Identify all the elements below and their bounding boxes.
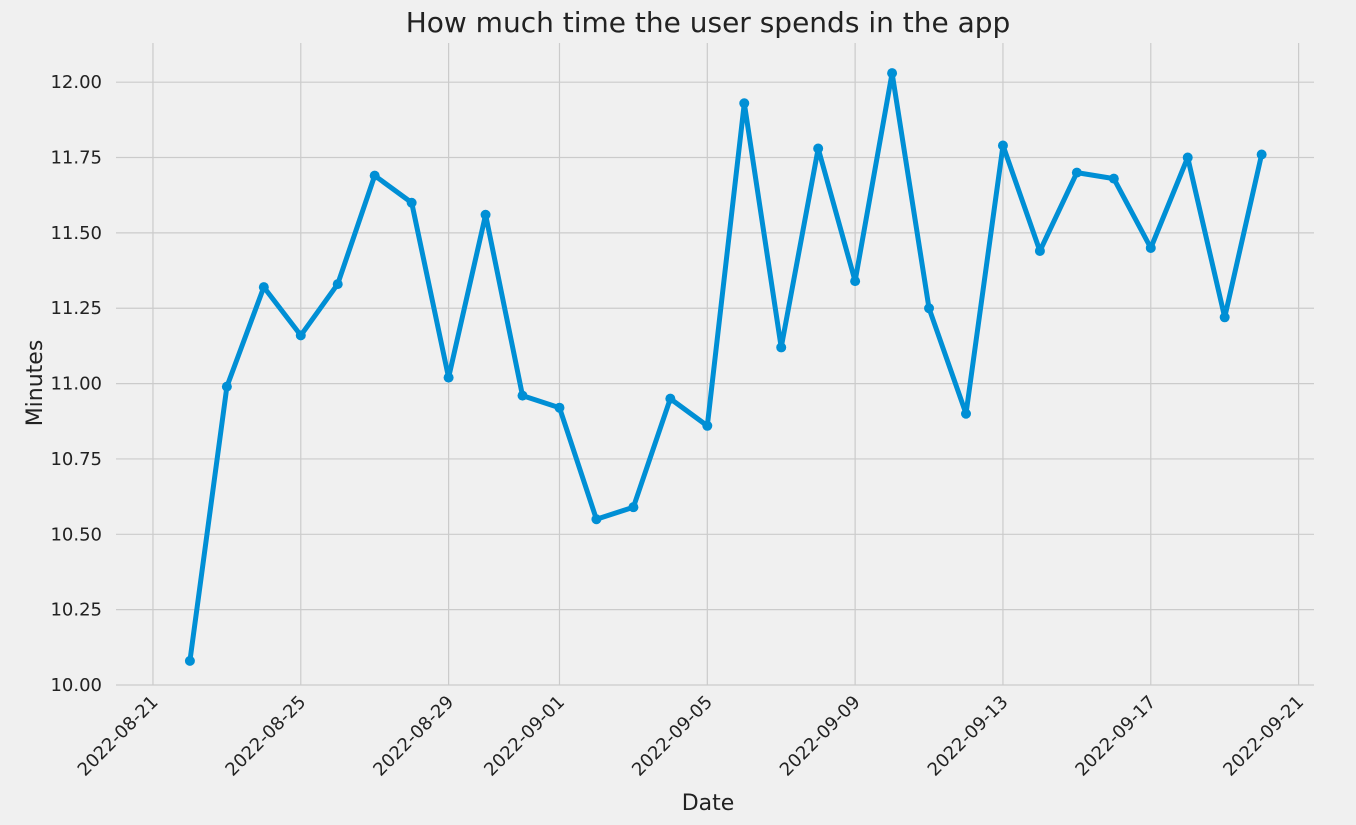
data-point xyxy=(258,282,269,293)
x-tick-label: 2022-09-13 xyxy=(924,692,1013,781)
y-tick-label: 10.50 xyxy=(50,524,102,545)
x-tick-label: 2022-09-05 xyxy=(628,692,717,781)
data-point xyxy=(221,381,232,392)
y-tick-label: 11.00 xyxy=(50,374,102,395)
x-gridlines xyxy=(152,43,1300,685)
data-point xyxy=(702,420,713,431)
data-point xyxy=(1071,167,1082,178)
data-point xyxy=(369,170,380,181)
data-point xyxy=(1219,312,1230,323)
y-tick-label: 10.00 xyxy=(50,675,102,696)
x-tick-label: 2022-09-09 xyxy=(776,692,865,781)
x-axis-label: Date xyxy=(682,791,735,816)
data-point xyxy=(1034,245,1045,256)
data-point xyxy=(850,276,861,287)
data-point xyxy=(665,393,676,404)
data-point xyxy=(813,143,824,154)
data-point xyxy=(960,408,971,419)
y-tick-label: 10.25 xyxy=(50,600,102,621)
data-point xyxy=(1256,149,1267,160)
data-point xyxy=(924,303,935,314)
x-tick-label: 2022-09-01 xyxy=(480,692,569,781)
x-tick-label: 2022-09-17 xyxy=(1071,692,1160,781)
y-tick-label: 11.25 xyxy=(50,298,102,319)
y-tick-label: 10.75 xyxy=(50,449,102,470)
data-point xyxy=(1182,152,1193,163)
x-tick-label: 2022-08-29 xyxy=(369,692,458,781)
chart-title: How much time the user spends in the app xyxy=(406,6,1011,39)
data-point xyxy=(1145,242,1156,253)
x-tick-label: 2022-08-21 xyxy=(74,692,163,781)
y-axis-label: Minutes xyxy=(23,340,48,427)
data-point xyxy=(517,390,528,401)
data-point xyxy=(480,209,491,220)
x-tick-labels: 2022-08-21 2022-08-25 2022-08-29 2022-09-01… xyxy=(74,692,1308,781)
y-tick-label: 11.50 xyxy=(50,223,102,244)
data-point xyxy=(443,372,454,383)
y-tick-labels: 10.00 10.25 10.50 10.75 11.00 11.25 11.50 11.75… xyxy=(50,72,102,696)
y-tick-label: 12.00 xyxy=(50,72,102,93)
data-point xyxy=(628,502,639,513)
data-point xyxy=(997,140,1008,151)
x-tick-label: 2022-09-21 xyxy=(1219,692,1308,781)
data-point xyxy=(887,68,898,79)
x-tick-label: 2022-08-25 xyxy=(221,692,310,781)
data-point xyxy=(739,98,750,109)
data-point xyxy=(776,342,787,353)
series-line xyxy=(187,70,1265,664)
data-point xyxy=(591,514,602,525)
data-point xyxy=(332,279,343,290)
data-point xyxy=(554,402,565,413)
data-point xyxy=(295,330,306,341)
data-point xyxy=(184,655,195,666)
y-tick-label: 11.75 xyxy=(50,148,102,169)
series-group xyxy=(184,68,1267,666)
y-gridlines xyxy=(116,81,1314,686)
data-point xyxy=(406,197,417,208)
data-point xyxy=(1108,173,1119,184)
